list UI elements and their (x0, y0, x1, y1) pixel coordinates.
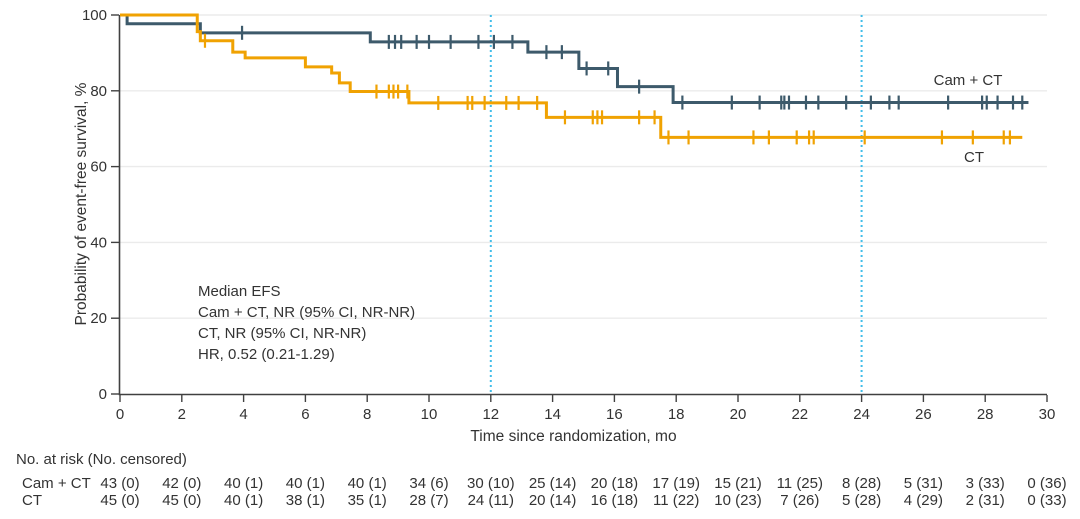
risk-cell: 40 (1) (347, 475, 387, 492)
median-efs-annotation: Median EFS Cam + CT, NR (95% CI, NR-NR) … (198, 281, 415, 365)
y-axis-title: Probability of event-free survival, % (73, 82, 90, 326)
risk-cell: 28 (7) (409, 492, 449, 509)
x-axis-title: Time since randomization, mo (470, 428, 677, 445)
risk-cell: 0 (36) (1027, 475, 1067, 492)
y-tick-label-0: 0 (99, 386, 107, 403)
x-tick-label-4: 4 (239, 406, 247, 423)
survival-curve-ct (120, 13, 1023, 139)
risk-cell: 5 (31) (903, 475, 943, 492)
y-tick-label-80: 80 (90, 83, 107, 100)
risk-cell: 20 (14) (528, 492, 577, 509)
x-tick-label-2: 2 (178, 406, 186, 423)
annotation-line-4: HR, 0.52 (0.21-1.29) (198, 346, 335, 363)
x-tick-label-6: 6 (301, 406, 309, 423)
risk-cell: 25 (14) (528, 475, 577, 492)
risk-cell: 45 (0) (100, 492, 140, 509)
risk-cell: 11 (22) (652, 492, 700, 509)
risk-cell: 40 (1) (224, 475, 264, 492)
risk-cell: 40 (1) (285, 475, 325, 492)
risk-cell: 11 (25) (776, 475, 823, 492)
y-tick-label-60: 60 (90, 159, 107, 176)
risk-cell: 17 (19) (652, 475, 700, 492)
risk-cell: 8 (28) (842, 475, 882, 492)
risk-cell: 2 (31) (965, 492, 1005, 509)
risk-cell: 7 (26) (780, 492, 820, 509)
x-tick-label-20: 20 (730, 406, 747, 423)
x-tick-label-26: 26 (915, 406, 932, 423)
annotation-line-3: CT, NR (95% CI, NR-NR) (198, 325, 367, 342)
annotation-line-1: Median EFS (198, 283, 281, 300)
x-tick-label-22: 22 (791, 406, 808, 423)
risk-cell: 38 (1) (285, 492, 325, 509)
x-tick-label-0: 0 (116, 406, 124, 423)
risk-cell: 3 (33) (965, 475, 1005, 492)
curve-label-ct: CT (964, 149, 984, 166)
risk-cell: 35 (1) (347, 492, 387, 509)
risk-cell: 40 (1) (224, 492, 264, 509)
y-tick-label-40: 40 (90, 234, 107, 251)
survival-curve-cam-ct (120, 13, 1029, 105)
risk-cell: 45 (0) (162, 492, 202, 509)
x-tick-label-8: 8 (363, 406, 371, 423)
risk-cell: 15 (21) (714, 475, 762, 492)
axes (118, 15, 1047, 396)
y-tick-label-100: 100 (82, 7, 107, 24)
x-tick-label-12: 12 (482, 406, 499, 423)
annotation-line-2: Cam + CT, NR (95% CI, NR-NR) (198, 304, 416, 321)
risk-cell: 20 (18) (590, 475, 639, 492)
x-tick-label-30: 30 (1039, 406, 1056, 423)
risk-table-header: No. at risk (No. censored) (16, 451, 187, 468)
risk-row-label-ct: CT (22, 492, 42, 509)
x-tick-label-28: 28 (977, 406, 994, 423)
risk-cell: 34 (6) (409, 475, 449, 492)
curve-label-cam-ct: Cam + CT (933, 72, 1003, 89)
risk-cell: 30 (10) (467, 475, 515, 492)
risk-cell: 10 (23) (714, 492, 762, 509)
risk-row-label-cam-ct: Cam + CT (22, 475, 91, 492)
risk-cell: 16 (18) (590, 492, 639, 509)
x-tick-label-10: 10 (421, 406, 438, 423)
risk-cell: 4 (29) (903, 492, 943, 509)
x-tick-label-24: 24 (853, 406, 870, 423)
x-tick-label-18: 18 (668, 406, 685, 423)
y-tick-label-20: 20 (90, 310, 107, 327)
risk-cell: 43 (0) (100, 475, 140, 492)
x-tick-label-14: 14 (544, 406, 561, 423)
risk-cell: 24 (11) (467, 492, 514, 509)
risk-cell: 5 (28) (842, 492, 882, 509)
x-tick-label-16: 16 (606, 406, 623, 423)
risk-cell: 42 (0) (162, 475, 202, 492)
risk-cell: 0 (33) (1027, 492, 1067, 509)
